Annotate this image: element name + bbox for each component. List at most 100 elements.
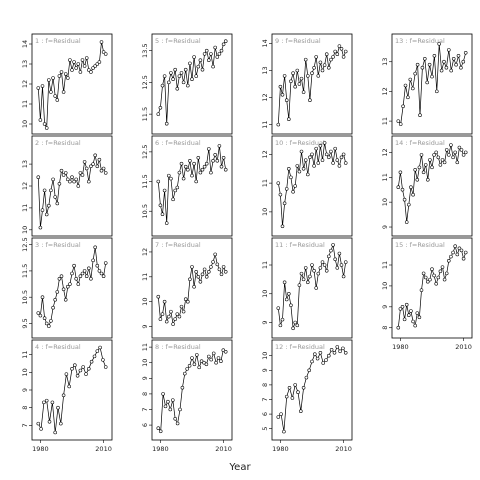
data-point: [211, 159, 215, 163]
data-point: [70, 175, 74, 179]
data-point: [398, 122, 403, 126]
data-point: [57, 182, 62, 186]
data-point: [99, 271, 104, 276]
data-point: [156, 112, 161, 116]
y-tick-label: 12: [141, 248, 149, 256]
data-point: [47, 78, 51, 82]
data-point: [70, 367, 74, 371]
data-point: [339, 47, 344, 51]
data-point: [289, 175, 293, 180]
y-tick-label: 12.5: [21, 237, 29, 251]
data-point: [332, 351, 337, 355]
panel-strip-label: 4 : f=Residual: [35, 343, 81, 351]
data-point: [444, 65, 449, 70]
data-point: [219, 272, 224, 277]
data-point: [434, 282, 438, 286]
data-point: [177, 314, 182, 319]
data-point: [415, 62, 420, 67]
data-point: [215, 262, 220, 267]
data-point: [417, 165, 422, 170]
data-point: [438, 269, 443, 274]
data-point: [463, 250, 468, 255]
data-point: [409, 309, 413, 313]
data-point: [84, 274, 89, 278]
data-point: [430, 74, 434, 79]
data-point: [299, 409, 303, 413]
data-point: [36, 175, 41, 179]
data-point: [211, 260, 215, 264]
x-tick-label: 1980: [152, 445, 169, 453]
data-point: [297, 283, 302, 287]
data-point: [455, 160, 460, 165]
data-point: [459, 65, 463, 70]
data-point: [171, 322, 175, 326]
series-line: [38, 247, 107, 327]
y-tick-label: 11: [21, 100, 29, 108]
data-point: [223, 39, 228, 43]
data-point: [183, 371, 187, 376]
data-point: [57, 74, 62, 78]
data-point: [293, 383, 297, 387]
data-point: [179, 304, 184, 309]
data-point: [97, 60, 102, 64]
data-point: [91, 258, 95, 263]
panel-6: 6 : f=Residual 10.5 11.5 12.5: [141, 135, 233, 237]
data-point: [331, 243, 335, 247]
data-point: [74, 66, 78, 70]
y-tick-label: 9: [21, 388, 29, 392]
data-point: [461, 153, 466, 157]
data-point: [76, 282, 81, 286]
data-point: [95, 62, 100, 66]
data-point: [284, 98, 289, 102]
data-point: [202, 360, 206, 365]
data-point: [76, 62, 81, 66]
data-point: [202, 164, 207, 169]
data-point: [167, 80, 171, 85]
y-tick-label: 10: [381, 198, 389, 206]
data-point: [211, 351, 216, 356]
data-point: [411, 192, 415, 197]
panel-strip-label: 11 : f=Residual: [275, 241, 325, 249]
data-point: [173, 317, 177, 321]
data-point: [156, 426, 161, 430]
panel-11: 11 : f=Residual 9 10 11: [261, 237, 353, 339]
data-point: [101, 274, 106, 278]
data-point: [47, 420, 52, 424]
data-point: [101, 358, 105, 362]
panel-frame: [271, 135, 353, 237]
data-point: [313, 352, 317, 356]
data-point: [449, 143, 453, 147]
data-point: [451, 155, 455, 160]
data-point: [61, 173, 66, 177]
data-point: [103, 52, 108, 56]
data-point: [461, 256, 466, 261]
data-point: [407, 202, 411, 207]
data-point: [301, 386, 306, 390]
data-point: [61, 393, 66, 398]
y-tick-label: 9: [141, 324, 149, 328]
y-tick-label: 10.5: [21, 290, 29, 304]
data-point: [175, 87, 180, 91]
data-point: [284, 297, 289, 302]
data-point: [306, 74, 310, 78]
data-point: [61, 287, 66, 292]
y-tick-label: 7: [21, 423, 29, 427]
data-point: [442, 160, 447, 165]
data-point: [404, 302, 409, 307]
data-point: [291, 326, 295, 331]
data-point: [173, 188, 177, 193]
data-point: [291, 190, 295, 194]
data-point: [72, 179, 76, 184]
data-point: [66, 76, 70, 80]
y-tick-label: 11: [141, 343, 149, 351]
data-point: [49, 188, 53, 193]
data-point: [308, 155, 312, 160]
data-point: [301, 90, 306, 94]
y-tick-label: 8: [261, 383, 269, 387]
x-tick-label: 2010: [95, 445, 112, 453]
y-tick-label: 10: [261, 290, 269, 298]
y-tick-label: 10: [21, 368, 29, 376]
data-point: [185, 367, 189, 371]
data-point: [423, 163, 428, 167]
data-point: [221, 42, 226, 47]
